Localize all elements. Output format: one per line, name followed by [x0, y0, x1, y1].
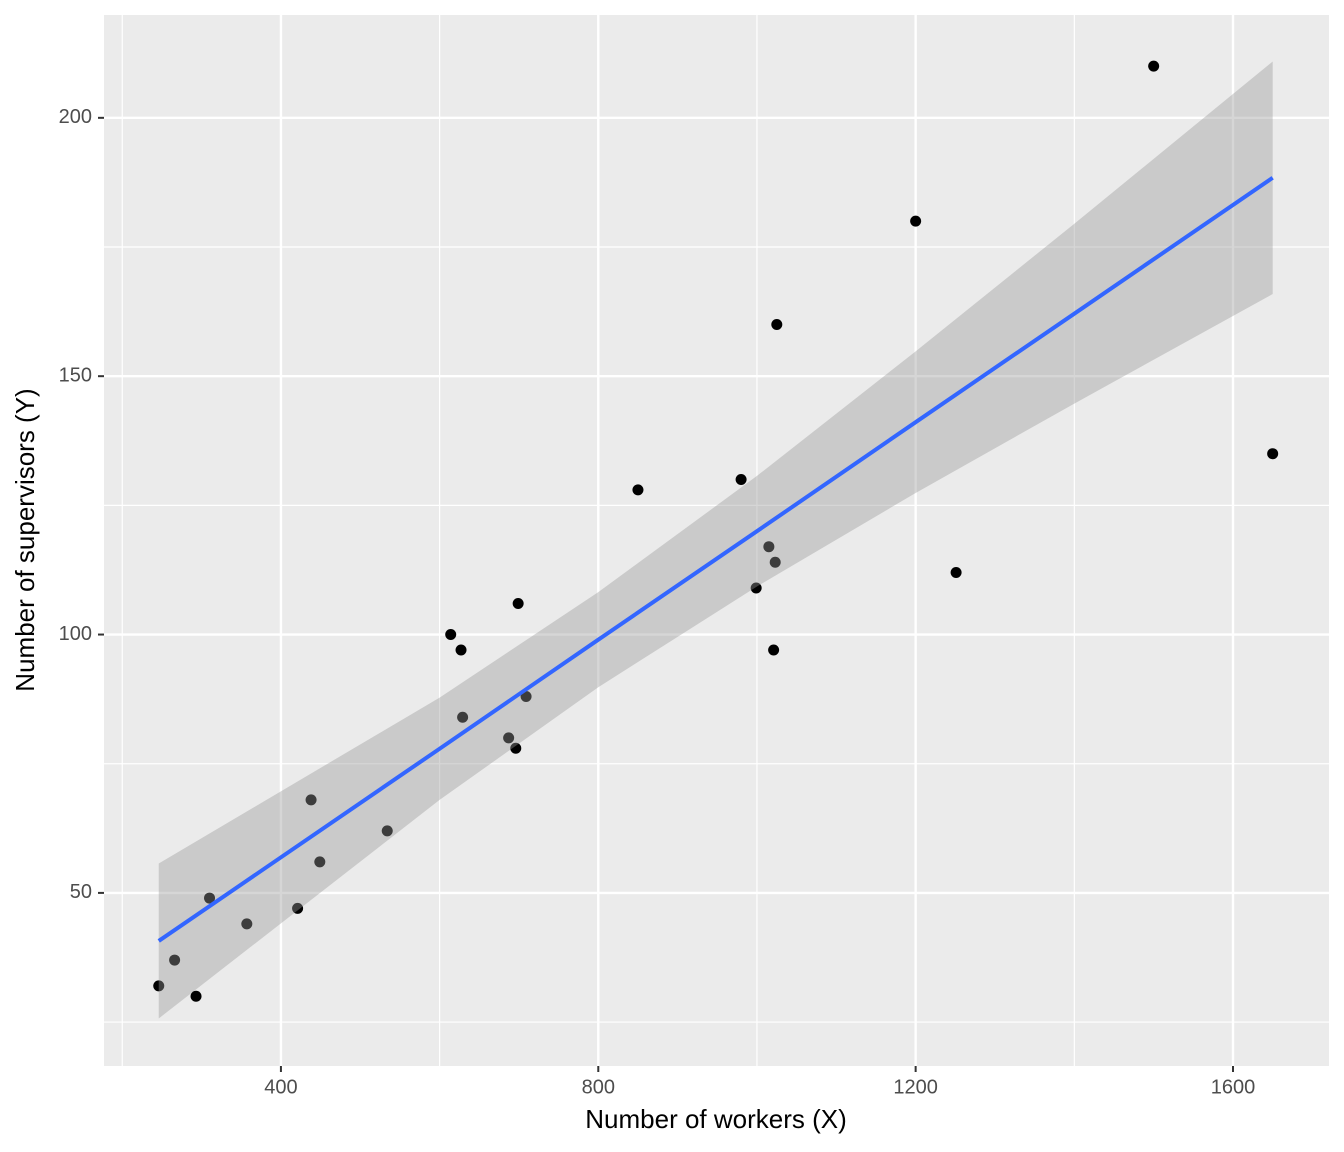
point — [204, 892, 216, 904]
point — [445, 629, 457, 641]
x-tick-label: 1200 — [893, 1076, 938, 1098]
fit-line — [157, 176, 1274, 943]
point — [169, 954, 181, 966]
x-axis-title: Number of workers (X) — [585, 1104, 847, 1134]
point — [735, 474, 747, 486]
point — [763, 541, 775, 553]
point — [457, 711, 469, 723]
point — [950, 567, 962, 579]
point — [1148, 60, 1160, 72]
point — [314, 856, 326, 868]
point — [768, 644, 780, 656]
point — [292, 902, 304, 914]
point — [305, 794, 317, 806]
y-tick-label: 200 — [59, 106, 92, 128]
point — [381, 825, 393, 837]
point — [1267, 448, 1279, 460]
point — [910, 215, 922, 227]
point — [512, 598, 524, 610]
y-tick-label: 150 — [59, 364, 92, 386]
point — [750, 582, 762, 594]
point — [241, 918, 253, 930]
point — [769, 556, 781, 568]
point — [153, 980, 165, 992]
confidence-band — [158, 61, 1273, 1019]
point — [632, 484, 644, 496]
point — [455, 644, 467, 656]
y-axis-title: Number of supervisors (Y) — [10, 388, 40, 691]
point — [503, 732, 515, 744]
point — [510, 742, 522, 754]
y-tick-label: 50 — [70, 881, 92, 903]
panel — [104, 15, 1329, 1066]
point — [190, 990, 202, 1002]
x-tick-label: 800 — [582, 1076, 615, 1098]
point — [520, 691, 532, 703]
point — [771, 319, 783, 331]
x-tick-label: 1600 — [1211, 1076, 1256, 1098]
y-tick-label: 100 — [59, 623, 92, 645]
x-tick-label: 400 — [264, 1076, 297, 1098]
